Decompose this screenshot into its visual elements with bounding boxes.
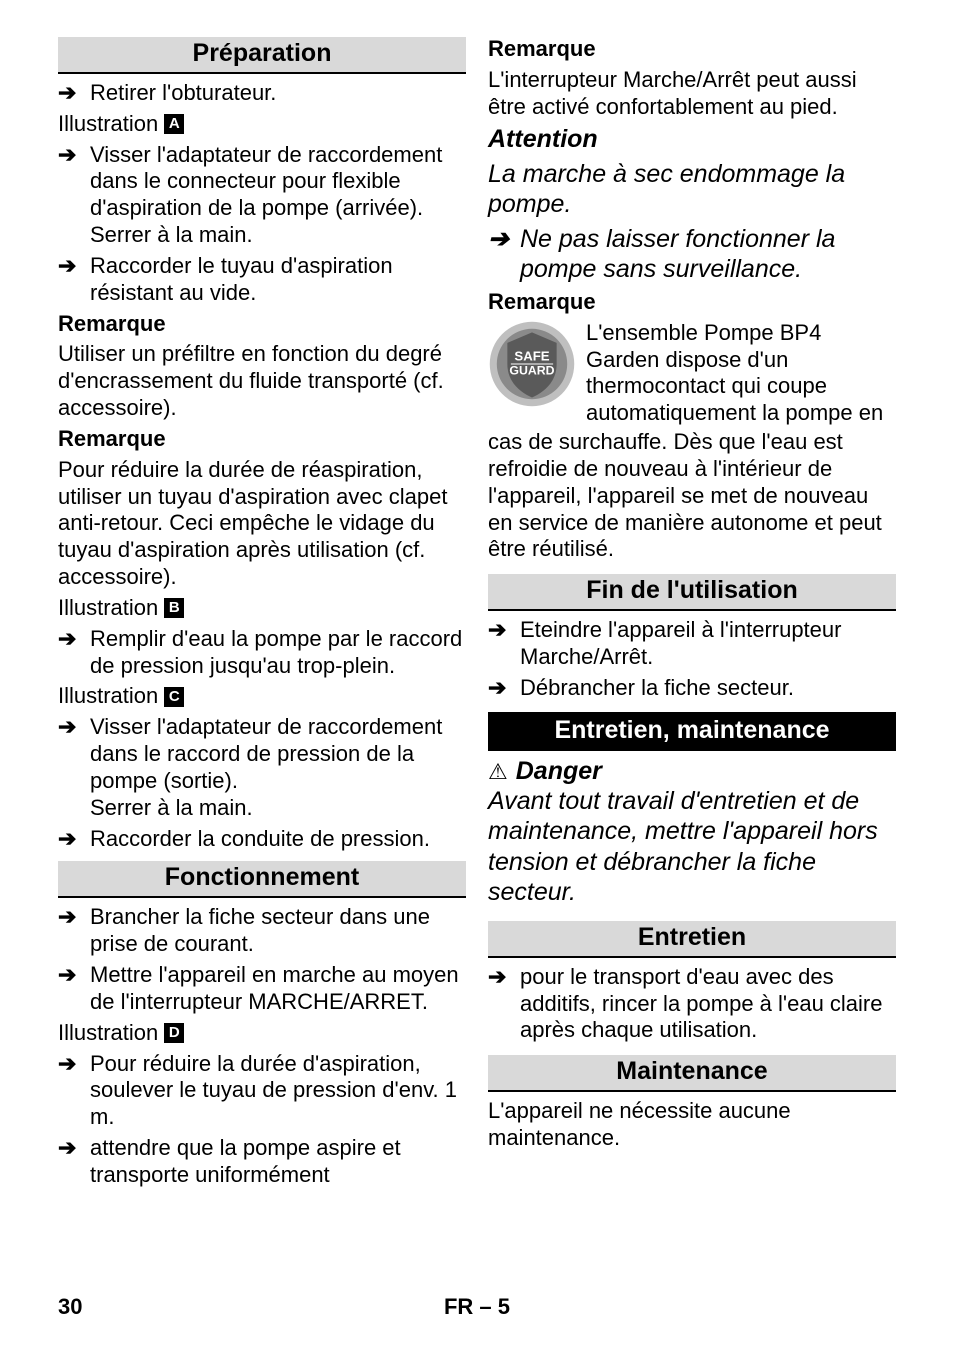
illustration-badge: A (164, 114, 184, 134)
illustration-ref: Illustration D (58, 1020, 466, 1047)
illustration-ref: Illustration A (58, 111, 466, 138)
remarque-heading: Remarque (488, 36, 896, 63)
illustration-badge: C (164, 687, 184, 707)
bullet-text: Raccorder le tuyau d'aspiration résistan… (90, 253, 466, 307)
bullet-text: pour le transport d'eau avec des additif… (520, 964, 896, 1044)
arrow-icon: ➔ (488, 964, 520, 1044)
bullet-line: Visser l'adaptateur de raccordement dans… (90, 714, 442, 793)
footer-center: FR – 5 (58, 1294, 896, 1320)
illustration-ref: Illustration C (58, 683, 466, 710)
illustration-label: Illustration (58, 1020, 158, 1047)
arrow-icon: ➔ (58, 1135, 90, 1189)
bullet-line: Visser l'adaptateur de raccordement dans… (90, 142, 442, 221)
bullet-item: ➔ Eteindre l'appareil à l'interrupteur M… (488, 617, 896, 671)
arrow-icon: ➔ (58, 714, 90, 821)
arrow-icon: ➔ (58, 1051, 90, 1131)
illustration-badge: B (164, 598, 184, 618)
bullet-text: Visser l'adaptateur de raccordement dans… (90, 142, 466, 249)
bullet-text: Remplir d'eau la pompe par le raccord de… (90, 626, 466, 680)
arrow-icon: ➔ (58, 626, 90, 680)
remarque-heading: Remarque (58, 426, 466, 453)
remarque-body: Utiliser un préfiltre en fonction du deg… (58, 341, 466, 421)
bullet-item: ➔ Visser l'adaptateur de raccordement da… (58, 714, 466, 821)
bullet-item: ➔ attendre que la pompe aspire et transp… (58, 1135, 466, 1189)
footer: 30 FR – 5 (58, 1294, 896, 1320)
bullet-item: ➔ Brancher la fiche secteur dans une pri… (58, 904, 466, 958)
bullet-text: Brancher la fiche secteur dans une prise… (90, 904, 466, 958)
bullet-text: Retirer l'obturateur. (90, 80, 466, 107)
attention-body: La marche à sec endommage la pompe. (488, 159, 896, 220)
section-entretien: Entretien (488, 920, 896, 958)
illustration-ref: Illustration B (58, 595, 466, 622)
bullet-item: ➔ Pour réduire la durée d'aspiration, so… (58, 1051, 466, 1131)
bullet-item: ➔ Raccorder le tuyau d'aspiration résist… (58, 253, 466, 307)
arrow-icon: ➔ (488, 675, 520, 702)
arrow-icon: ➔ (58, 904, 90, 958)
illustration-label: Illustration (58, 683, 158, 710)
bullet-item: ➔ Visser l'adaptateur de raccordement da… (58, 142, 466, 249)
bullet-text: Mettre l'appareil en marche au moyen de … (90, 962, 466, 1016)
svg-text:GUARD: GUARD (509, 363, 554, 377)
svg-text:SAFE: SAFE (514, 348, 549, 363)
danger-title: Danger (516, 757, 602, 786)
arrow-icon: ➔ (58, 80, 90, 107)
illustration-badge: D (164, 1023, 184, 1043)
remarque-body: L'interrupteur Marche/Arrêt peut aussi ê… (488, 67, 896, 121)
safeguard-text-cont: cas de surchauffe. Dès que l'eau est ref… (488, 429, 896, 563)
section-maintenance: Maintenance (488, 1054, 896, 1092)
arrow-icon: ➔ (58, 962, 90, 1016)
bullet-text: attendre que la pompe aspire et transpor… (90, 1135, 466, 1189)
section-preparation: Préparation (58, 36, 466, 74)
danger-body: Avant tout travail d'entretien et de mai… (488, 786, 896, 908)
safeguard-icon: SAFE GUARD (488, 320, 576, 408)
bullet-item: ➔ pour le transport d'eau avec des addit… (488, 964, 896, 1044)
bullet-line: Serrer à la main. (90, 222, 253, 247)
arrow-icon: ➔ (488, 617, 520, 671)
bullet-item: ➔ Débrancher la fiche secteur. (488, 675, 896, 702)
illustration-label: Illustration (58, 595, 158, 622)
bullet-item: ➔ Raccorder la conduite de pression. (58, 826, 466, 853)
arrow-icon: ➔ (58, 253, 90, 307)
bullet-text: Débrancher la fiche secteur. (520, 675, 896, 702)
bullet-text: Raccorder la conduite de pression. (90, 826, 466, 853)
maintenance-body: L'appareil ne nécessite aucune maintenan… (488, 1098, 896, 1152)
section-fin: Fin de l'utilisation (488, 573, 896, 611)
remarque-heading: Remarque (488, 289, 896, 316)
arrow-icon: ➔ (58, 142, 90, 249)
bullet-item: ➔ Mettre l'appareil en marche au moyen d… (58, 962, 466, 1016)
bullet-line: Serrer à la main. (90, 795, 253, 820)
attention-heading: Attention (488, 124, 896, 155)
bullet-item: ➔ Retirer l'obturateur. (58, 80, 466, 107)
left-column: Préparation ➔ Retirer l'obturateur. Illu… (58, 36, 466, 1193)
bullet-text: Pour réduire la durée d'aspiration, soul… (90, 1051, 466, 1131)
illustration-label: Illustration (58, 111, 158, 138)
section-entretien-maintenance: Entretien, maintenance (488, 712, 896, 751)
safeguard-text: L'ensemble Pompe BP4 Garden dispose d'un… (586, 320, 896, 427)
arrow-icon: ➔ (58, 826, 90, 853)
danger-heading: ⚠ Danger (488, 757, 896, 786)
bullet-text: Ne pas laisser fonctionner la pompe sans… (520, 224, 896, 285)
safeguard-block: SAFE GUARD L'ensemble Pompe BP4 Garden d… (488, 320, 896, 427)
bullet-text: Eteindre l'appareil à l'interrupteur Mar… (520, 617, 896, 671)
warning-icon: ⚠ (488, 759, 508, 785)
bullet-text: Visser l'adaptateur de raccordement dans… (90, 714, 466, 821)
bullet-item: ➔ Remplir d'eau la pompe par le raccord … (58, 626, 466, 680)
bullet-item: ➔ Ne pas laisser fonctionner la pompe sa… (488, 224, 896, 285)
remarque-heading: Remarque (58, 311, 466, 338)
remarque-body: Pour réduire la durée de réaspiration, u… (58, 457, 466, 591)
arrow-icon: ➔ (488, 224, 520, 285)
right-column: Remarque L'interrupteur Marche/Arrêt peu… (488, 36, 896, 1193)
two-column-layout: Préparation ➔ Retirer l'obturateur. Illu… (58, 36, 896, 1193)
section-fonctionnement: Fonctionnement (58, 860, 466, 898)
